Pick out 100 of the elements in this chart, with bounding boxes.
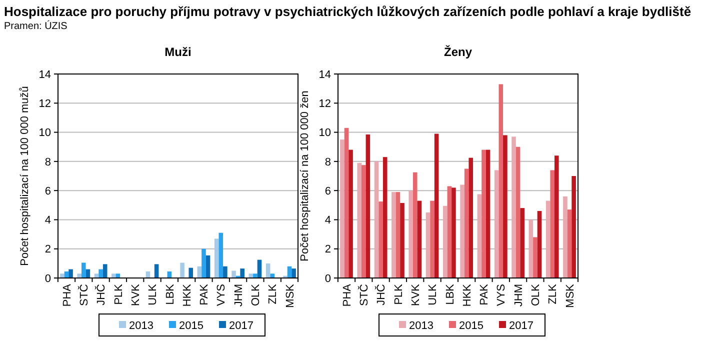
bar: [378, 202, 383, 278]
bar: [400, 202, 404, 278]
y-tick-label: 4: [44, 214, 51, 227]
bar: [82, 262, 86, 278]
bar: [102, 264, 108, 278]
bar: [206, 255, 210, 278]
bar: [434, 134, 439, 278]
bar: [486, 150, 490, 278]
y-axis-title: Počet hospitalizací na 100 000 mužů: [19, 86, 31, 266]
x-tick-label: JHM: [512, 284, 525, 307]
bar: [188, 268, 194, 278]
text: Pramen: ÚZIS: [4, 20, 68, 32]
chart-subtitle: Muži: [164, 45, 192, 59]
x-tick-label: OLK: [250, 283, 262, 306]
x-tick-label: VYS: [496, 284, 508, 306]
legend-label: 2013: [409, 320, 434, 332]
legend-label: 2017: [229, 320, 254, 332]
bar: [412, 172, 418, 278]
bar: [340, 140, 344, 278]
y-tick-label: 6: [44, 185, 51, 198]
x-tick-label: JHČ: [374, 284, 388, 306]
y-tick-label: 12: [38, 98, 51, 110]
x-tick-label: KVK: [410, 283, 422, 306]
bar: [452, 188, 456, 278]
bar: [214, 238, 219, 278]
bar: [567, 210, 572, 278]
bar: [430, 200, 434, 278]
y-tick-label: 12: [318, 98, 331, 110]
bar: [537, 210, 542, 278]
bar: [503, 135, 508, 278]
bar: [482, 150, 486, 278]
bar: [550, 170, 554, 278]
bar: [270, 274, 274, 278]
bar: [494, 170, 499, 278]
bar: [464, 168, 469, 278]
x-tick-label: PLK: [392, 283, 405, 305]
bar: [357, 162, 362, 278]
x-tick-label: OLK: [530, 283, 542, 306]
legend-label: 2017: [509, 320, 534, 332]
bar: [362, 165, 366, 278]
bar: [520, 208, 524, 278]
bar: [253, 274, 258, 278]
legend-label: 2013: [129, 320, 154, 332]
x-tick-label: KVK: [130, 283, 142, 306]
bar: [408, 190, 413, 278]
bar: [232, 270, 236, 278]
x-tick-label: LBK: [164, 283, 176, 305]
x-tick-label: ZLK: [547, 283, 560, 304]
y-tick-label: 8: [44, 156, 51, 168]
x-tick-label: LBK: [444, 283, 456, 305]
bar: [374, 161, 379, 278]
bar: [533, 237, 538, 278]
bar: [572, 176, 576, 278]
y-tick-label: 6: [324, 185, 331, 198]
x-tick-label: PAK: [478, 283, 491, 306]
y-tick-label: 14: [38, 68, 51, 81]
bar: [266, 263, 270, 278]
x-tick-label: ZLK: [267, 283, 280, 304]
bar: [447, 186, 452, 278]
x-tick-label: PLK: [112, 283, 125, 305]
bar: [477, 194, 482, 278]
y-tick-label: 8: [324, 156, 331, 168]
bar: [154, 264, 159, 278]
x-tick-label: PHA: [341, 283, 354, 307]
x-tick-label: JHČ: [94, 284, 108, 306]
bar: [563, 196, 568, 278]
bar: [498, 84, 504, 278]
y-tick-label: 0: [44, 272, 51, 285]
bar: [460, 184, 464, 278]
bar: [442, 206, 448, 278]
legend-label: 2015: [179, 320, 204, 332]
x-tick-label: HKK: [461, 283, 474, 307]
x-tick-label: VYS: [216, 284, 228, 306]
y-axis-title: Počet hospitalizací na 100 000 žen: [299, 90, 311, 262]
chart-subtitle: Ženy: [444, 45, 472, 59]
bar: [382, 157, 388, 278]
bar: [396, 192, 400, 278]
y-tick-label: 10: [38, 127, 51, 140]
x-tick-label: ULK: [427, 283, 440, 306]
bar: [218, 232, 224, 278]
bar: [426, 212, 430, 278]
bar: [528, 220, 534, 278]
bar: [468, 158, 474, 278]
bar: [240, 268, 244, 278]
x-tick-label: PHA: [61, 283, 74, 307]
x-tick-label: MSK: [284, 283, 296, 308]
x-tick-label: STČ: [77, 284, 90, 306]
y-tick-label: 2: [44, 244, 51, 256]
bar: [202, 248, 206, 278]
text: Hospitalizace pro poruchy příjmu potravy v psychiatrických lůžkových zařízeních podle pohlaví a kraje bydliště: [4, 4, 692, 19]
legend-label: 2015: [459, 320, 484, 332]
y-tick-label: 10: [318, 127, 331, 140]
bar: [348, 150, 353, 278]
x-tick-label: ULK: [147, 283, 160, 306]
bar: [366, 134, 370, 278]
bar: [392, 192, 396, 278]
bar: [292, 268, 296, 278]
bar: [223, 266, 228, 278]
bar: [554, 156, 559, 278]
x-tick-label: MSK: [564, 283, 576, 308]
